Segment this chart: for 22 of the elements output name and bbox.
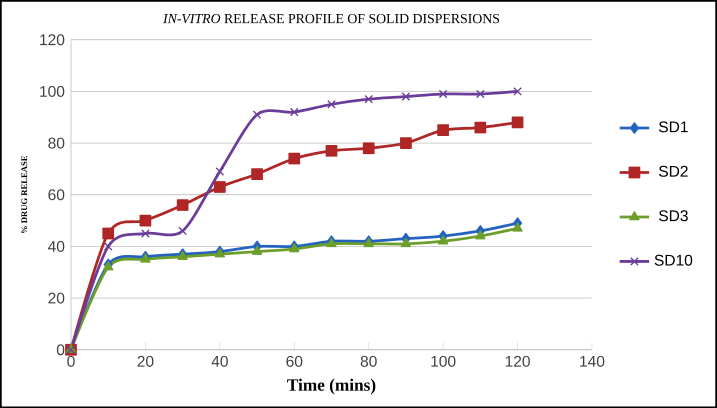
x-tick-label: 80	[360, 356, 377, 367]
y-tick-label: 80	[48, 137, 64, 148]
y-axis-title: % DRUG RELEASE	[21, 156, 28, 234]
y-tick-label: 100	[40, 86, 64, 97]
legend-label: SD3	[658, 210, 688, 222]
legend-label: SD2	[658, 166, 688, 177]
x-tick-label: 40	[212, 356, 228, 367]
x-tick-label: 0	[67, 356, 75, 367]
y-tick-label: 40	[48, 240, 64, 252]
x-tick-label: 60	[286, 356, 302, 367]
y-tick-label: 0	[56, 344, 64, 356]
y-tick-label: 60	[48, 189, 64, 200]
x-tick-label: 100	[431, 356, 456, 367]
y-tick-label: 20	[48, 292, 64, 304]
chart-title: IN-VITRO RELEASE PROFILE OF SOLID DISPERSIONS	[163, 14, 500, 24]
x-axis-title: Time (mins)	[287, 378, 376, 394]
legend-label: SD10	[654, 254, 692, 266]
x-tick-label: 140	[580, 356, 604, 367]
x-tick-label: 20	[138, 356, 154, 367]
legend-label: SD1	[658, 121, 688, 132]
y-tick-label: 120	[40, 34, 64, 46]
x-tick-label: 120	[506, 356, 530, 367]
